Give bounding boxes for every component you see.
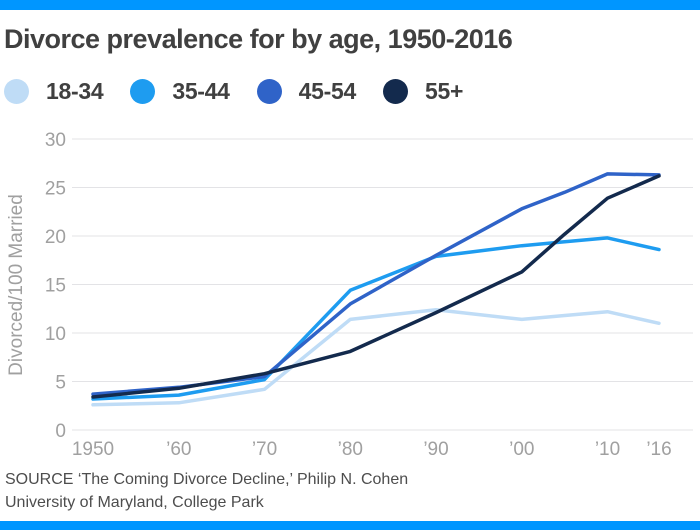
legend-label: 35-44 [172, 78, 230, 104]
y-tick-label: 15 [45, 276, 66, 297]
legend-label: 18-34 [46, 78, 104, 104]
y-tick-label: 10 [45, 324, 66, 345]
legend-item-45-54: 45-54 [256, 78, 357, 105]
y-tick-label: 30 [45, 130, 66, 151]
divorce-line-chart: 0 5 10 15 20 25 30 1950 ’60 ’70 ’80 ’90 ’00 ’10 ’16 Div… [6, 130, 693, 460]
x-tick-label: ’90 [423, 439, 448, 460]
source-line-2: University of Maryland, College Park [5, 494, 264, 511]
source-note: SOURCE ‘The Coming Divorce Decline,’ Phi… [5, 468, 685, 514]
x-tick-label: ’60 [166, 439, 191, 460]
x-tick-label: ’70 [252, 439, 277, 460]
y-tick-label: 25 [45, 179, 66, 200]
page-title: Divorce prevalence for by age, 1950-2016 [4, 24, 513, 54]
bottom-accent-bar [0, 521, 700, 530]
y-axis-title: Divorced/100 Married [6, 194, 27, 376]
x-tick-label: ’16 [646, 439, 671, 460]
top-accent-bar [0, 0, 700, 10]
source-line-1: SOURCE ‘The Coming Divorce Decline,’ Phi… [5, 471, 409, 488]
series-line-35-44 [91, 236, 661, 401]
series-line-18-34 [91, 307, 661, 407]
legend-swatch-icon [382, 79, 408, 104]
x-tick-label: ’10 [595, 439, 620, 460]
legend-item-18-34: 18-34 [4, 78, 104, 105]
legend-swatch-icon [4, 79, 29, 104]
legend-item-55-plus: 55+ [382, 78, 464, 105]
chart-legend: 18-34 35-44 45-54 55+ [4, 78, 463, 105]
legend-item-35-44: 35-44 [130, 78, 230, 105]
legend-label: 45-54 [298, 78, 357, 104]
y-tick-label: 20 [45, 227, 66, 248]
x-tick-label: 1950 [72, 439, 114, 460]
legend-swatch-icon [256, 79, 282, 104]
y-tick-label: 0 [55, 421, 66, 442]
y-tick-label: 5 [55, 373, 66, 394]
legend-swatch-icon [130, 79, 156, 104]
series-line-55+ [91, 174, 661, 399]
x-tick-label: ’80 [338, 439, 363, 460]
legend-label: 55+ [424, 78, 464, 104]
x-tick-label: ’00 [509, 439, 534, 460]
